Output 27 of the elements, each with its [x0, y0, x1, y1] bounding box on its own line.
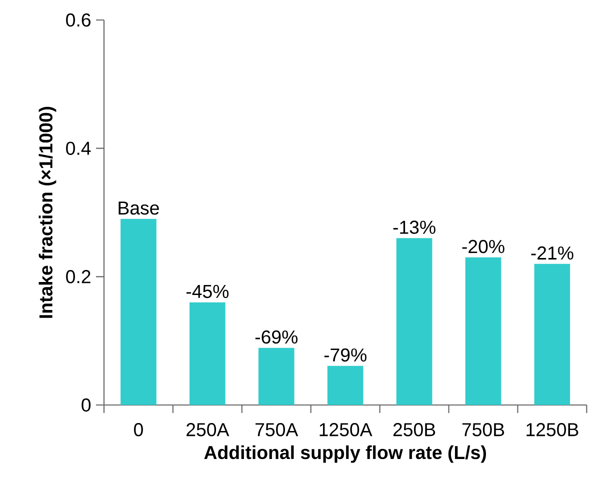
annotation: -20%: [462, 240, 504, 254]
bar: [396, 238, 432, 405]
annotation: -79%: [324, 348, 366, 362]
x-tick-label: 0: [134, 423, 143, 436]
x-axis-title: Additional supply flow rate (L/s): [204, 445, 486, 463]
x-tick-label: 250B: [393, 423, 436, 436]
y-tick-label: 0.6: [66, 13, 90, 27]
x-tick-label: 250A: [186, 423, 230, 436]
bar: [190, 302, 226, 405]
y-tick-label: 0.2: [66, 270, 90, 284]
annotation: -21%: [531, 246, 574, 260]
annotation: Base: [118, 202, 159, 215]
bar: [465, 257, 502, 405]
bar: [534, 264, 570, 405]
y-axis-title: Intake fraction (×1/1000): [38, 106, 56, 318]
x-tick-label: 1250A: [320, 423, 372, 436]
annotation: -13%: [393, 220, 436, 234]
y-tick-label: 0.4: [66, 142, 91, 155]
y-tick-label: 0: [82, 398, 91, 412]
x-tick-label: 750B: [462, 423, 504, 436]
bar: [327, 366, 364, 405]
bar: [120, 218, 156, 405]
x-tick-label: 1250B: [526, 423, 578, 436]
annotation: -45%: [186, 284, 229, 298]
x-tick-label: 750A: [256, 423, 298, 436]
bar: [258, 348, 294, 405]
annotation: -69%: [255, 330, 298, 344]
